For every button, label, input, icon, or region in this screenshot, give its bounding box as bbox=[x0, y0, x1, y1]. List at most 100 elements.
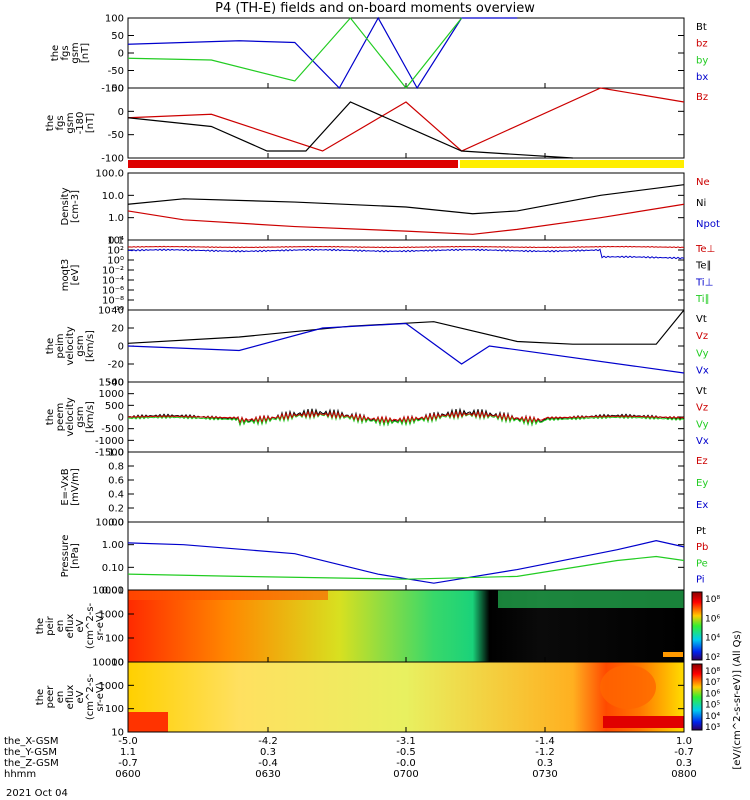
xaxis-row-label: the_Y-GSM bbox=[4, 747, 57, 758]
xaxis-value: 0.3 bbox=[676, 758, 692, 769]
legend-efield-2: Ex bbox=[696, 500, 708, 511]
ytick-label: 0.2 bbox=[108, 504, 124, 515]
ylabel-line: en bbox=[55, 620, 66, 633]
colorbar-title: [eV/(cm^2-s-sr-eV)] (All Qs) bbox=[732, 630, 743, 769]
peir-spectrogram-band bbox=[663, 652, 683, 657]
xaxis-value: -0.4 bbox=[258, 758, 278, 769]
xaxis-value: 0730 bbox=[532, 769, 557, 780]
ytick-label: 0.01 bbox=[102, 586, 124, 597]
legend-temperature-2: Ti⊥ bbox=[695, 277, 713, 288]
ytick-label: 10² bbox=[107, 246, 124, 257]
panel-frame-fgs-gsm bbox=[127, 17, 685, 89]
ytick-label: 10000 bbox=[92, 658, 124, 669]
ylabel-line: the bbox=[35, 689, 46, 705]
series-Ti bbox=[127, 248, 685, 260]
ylabel-line: [nPa] bbox=[70, 543, 81, 569]
ytick-label: 10⁰ bbox=[107, 256, 124, 267]
ylabel-line: velocity bbox=[65, 397, 76, 436]
series-bx bbox=[127, 16, 518, 90]
ylabel-line: gsm bbox=[70, 42, 81, 63]
legend-peim-velocity-1: Vz bbox=[696, 331, 708, 342]
ytick-label: 0 bbox=[118, 107, 124, 118]
legend-efield-1: Ey bbox=[696, 478, 708, 489]
ytick-label: 1.00 bbox=[102, 540, 124, 551]
ylabel-line: eV bbox=[75, 619, 86, 632]
ylabel-line: the bbox=[35, 618, 46, 634]
xaxis-value: -3.1 bbox=[396, 736, 416, 747]
ytick-label: -20 bbox=[108, 360, 124, 371]
ytick-label: -50 bbox=[108, 66, 124, 77]
ylabel-efield: E=-VxB [mV/m] bbox=[60, 468, 81, 506]
legend-peem-velocity-3: Vx bbox=[696, 436, 709, 447]
ytick-label: 10 bbox=[111, 658, 124, 669]
colorbar-label: 10⁶ bbox=[705, 614, 720, 624]
ylabel-line: peem bbox=[55, 403, 66, 431]
xaxis-value: 0.3 bbox=[260, 747, 276, 758]
ytick-label: 50 bbox=[111, 31, 124, 42]
ytick-label: 0 bbox=[118, 413, 124, 424]
ylabel-line: eflux bbox=[65, 685, 76, 710]
colorbar-peir-spec bbox=[691, 591, 703, 661]
ytick-label: 0 bbox=[118, 342, 124, 353]
ylabel-line: moqt3 bbox=[60, 259, 71, 292]
ytick-label: 100 bbox=[105, 704, 124, 715]
ytick-label: 0.1 bbox=[108, 236, 124, 247]
ylabel-temperature: moqt3 [eV] bbox=[60, 259, 81, 292]
ytick-label: 0 bbox=[118, 49, 124, 60]
legend-peim-velocity-2: Vy bbox=[696, 348, 709, 359]
colorbar-label: 10⁸ bbox=[705, 667, 720, 677]
ylabel-line: sr-eV) bbox=[95, 682, 106, 711]
xaxis-value: -1.2 bbox=[535, 747, 555, 758]
ylabel-peir-spec: the peir en eflux eV (cm^2-s-sr-eV) bbox=[35, 602, 106, 649]
legend-fgs-gsm-0: Bt bbox=[696, 22, 707, 33]
xaxis-value: 0700 bbox=[393, 769, 418, 780]
series-peem-Vz bbox=[127, 410, 685, 424]
ytick-label: 1500 bbox=[99, 378, 124, 389]
ytick-label: -1500 bbox=[95, 448, 124, 459]
ytick-label: -500 bbox=[101, 424, 124, 435]
colorbar-label: 10⁶ bbox=[705, 689, 720, 699]
ylabel-line: Density bbox=[60, 187, 71, 225]
ylabel-line: (cm^2-s- bbox=[85, 602, 96, 649]
colorbar-label: 10⁴ bbox=[705, 712, 720, 722]
xaxis-value: -0.5 bbox=[396, 747, 416, 758]
ytick-label: 0.8 bbox=[108, 462, 124, 473]
ytick-label: 1.0 bbox=[108, 448, 124, 459]
xaxis-row-label: the_Z-GSM bbox=[4, 758, 59, 769]
ytick-label: 10⁻⁸ bbox=[102, 296, 124, 307]
ytick-label: 1.0 bbox=[108, 213, 124, 224]
ylabel-line: [mV/m] bbox=[70, 468, 81, 506]
colorbar-label: 10⁵ bbox=[705, 701, 720, 711]
xaxis-value: -0.7 bbox=[674, 747, 694, 758]
ytick-label: 10⁻¹⁰ bbox=[98, 306, 124, 317]
panel-frame-efield bbox=[127, 451, 685, 523]
ytick-label: 10000 bbox=[92, 586, 124, 597]
ylabel-line: E=-VxB bbox=[60, 468, 71, 505]
legend-density-2: Npot bbox=[696, 219, 720, 230]
legend-temperature-1: Te∥ bbox=[695, 261, 712, 272]
ytick-label: 1000 bbox=[99, 681, 124, 692]
ylabel-line: the bbox=[45, 338, 56, 354]
legend-temperature-3: Ti∥ bbox=[695, 294, 710, 305]
mode-bar-red bbox=[128, 160, 458, 168]
panel-frame-peim-velocity bbox=[127, 309, 685, 383]
ytick-label: 0.6 bbox=[108, 476, 124, 487]
series-by bbox=[127, 17, 463, 89]
legend-fgs-gsm-2: by bbox=[696, 55, 708, 66]
ylabel-line: eV bbox=[75, 690, 86, 703]
ylabel-line: the bbox=[50, 45, 61, 61]
legend-pressure-3: Pi bbox=[696, 575, 705, 586]
ylabel-line: the bbox=[45, 409, 56, 425]
legend-peim-velocity-3: Vx bbox=[696, 365, 709, 376]
ylabel-line: -180 bbox=[75, 112, 86, 135]
ylabel-line: gsm bbox=[65, 112, 76, 133]
peer-spectrogram-band bbox=[603, 716, 684, 728]
ylabel-line: sr-eV) bbox=[95, 611, 106, 640]
series-Pe bbox=[127, 555, 685, 580]
ylabel-line: gsm bbox=[75, 406, 86, 427]
ylabel-peem-velocity: the peem velocity gsm [km/s] bbox=[45, 397, 96, 436]
legend-peem-velocity-1: Vz bbox=[696, 403, 708, 414]
colorbar-label: 10⁷ bbox=[705, 678, 720, 688]
ylabel-line: peer bbox=[45, 685, 56, 709]
